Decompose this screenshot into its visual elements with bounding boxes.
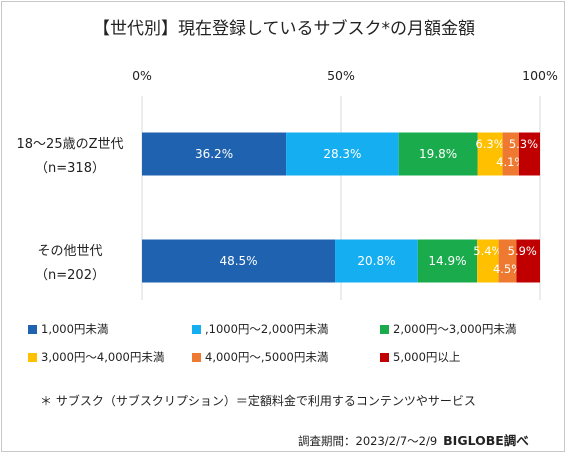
bar-segment [142, 239, 336, 283]
bar-segment [335, 239, 418, 283]
data-label: 4.5% [493, 262, 522, 276]
bar-segment [516, 239, 540, 283]
legend-swatch [380, 353, 389, 362]
bar-segment [502, 132, 519, 176]
x-tick-label: 50% [327, 68, 355, 83]
bar-segment [398, 132, 478, 176]
category-label: その他世代 [37, 244, 102, 259]
legend-label: 2,000円〜3,000円未満 [393, 322, 517, 336]
legend-item: ,1000円〜2,000円未満 [192, 321, 328, 337]
legend-swatch [192, 325, 201, 334]
legend-swatch [192, 353, 201, 362]
legend-item: 2,000円〜3,000円未満 [380, 321, 516, 337]
data-label: 5.3% [509, 137, 538, 151]
legend-label: 4,000円〜,5000円未満 [205, 350, 329, 364]
survey-info: 調査期間：2023/2/7〜2/9 BIGLOBE調べ [298, 430, 529, 449]
legend-swatch [28, 325, 37, 334]
legend-item: 3,000円〜4,000円未満 [28, 349, 164, 365]
bar-segment [498, 239, 517, 283]
legend-label: 5,000円以上 [393, 350, 461, 364]
bar-segment [518, 132, 540, 176]
x-tick-label: 100% [522, 68, 558, 83]
bar-segment [477, 239, 499, 283]
category-n-label: （n=318） [35, 161, 105, 176]
data-label: 19.8% [419, 147, 457, 161]
legend-item: 1,000円未満 [28, 321, 108, 337]
data-label: 5.4% [473, 244, 502, 258]
survey-period: 調査期間：2023/2/7〜2/9 [298, 434, 438, 448]
data-label: 36.2% [195, 147, 233, 161]
data-label: 4.1% [496, 155, 525, 169]
bar-segment [286, 132, 399, 176]
data-label: 48.5% [219, 254, 257, 268]
legend-label: 1,000円未満 [41, 322, 109, 336]
legend-swatch [380, 325, 389, 334]
x-tick-label: 0% [132, 68, 152, 83]
bar-segment [417, 239, 478, 283]
category-n-label: （n=202） [35, 268, 105, 283]
bar-segment [142, 132, 287, 176]
bar-segment [477, 132, 503, 176]
legend-item: 5,000円以上 [380, 349, 460, 365]
legend-label: 3,000円〜4,000円未満 [41, 350, 165, 364]
category-label: 18〜25歳のZ世代 [17, 137, 124, 152]
legend-swatch [28, 353, 37, 362]
footnote: ＊ サブスク（サブスクリプション）＝定額料金で利用するコンテンツやサービス [40, 394, 476, 408]
data-label: 14.9% [428, 254, 466, 268]
legend-label: ,1000円〜2,000円未満 [205, 322, 329, 336]
legend-item: 4,000円〜,5000円未満 [192, 349, 328, 365]
data-label: 20.8% [357, 254, 395, 268]
data-label: 5.9% [508, 244, 537, 258]
chart-title: 【世代別】現在登録しているサブスク*の月額金額 [93, 19, 475, 39]
brand-credit: BIGLOBE調べ [443, 433, 529, 448]
data-label: 6.3% [475, 137, 504, 151]
data-label: 28.3% [323, 147, 361, 161]
